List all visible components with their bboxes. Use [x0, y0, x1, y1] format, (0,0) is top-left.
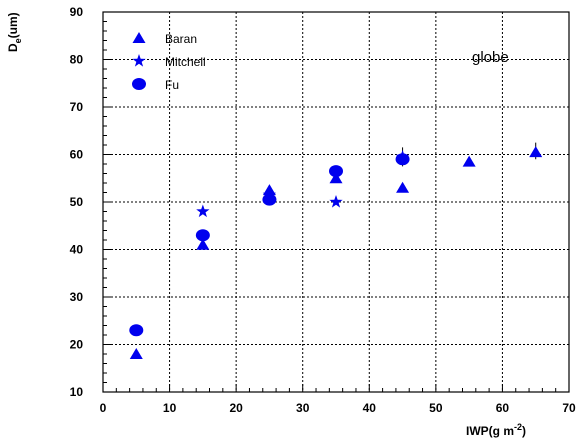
baran-point: [129, 348, 143, 359]
y-tick-label: 50: [70, 195, 84, 209]
legend-mitchell-marker: [132, 54, 146, 67]
fu-point: [129, 324, 144, 337]
data-points: [129, 146, 543, 359]
x-tick-label: 70: [562, 401, 576, 415]
baran-point: [462, 155, 476, 167]
x-tick-label: 0: [100, 401, 107, 415]
grid-lines: [103, 12, 569, 392]
y-tick-label: 10: [70, 385, 84, 399]
mitchell-point: [329, 195, 343, 208]
x-tick-label: 40: [363, 401, 377, 415]
x-tick-labels: 0 10 20 30 40 50 60 70: [100, 401, 576, 415]
x-tick-label: 50: [429, 401, 443, 415]
annotation-globe: globe: [472, 49, 509, 66]
fu-point: [262, 193, 277, 206]
y-tick-label: 20: [70, 338, 84, 352]
x-tick-label: 30: [296, 401, 310, 415]
y-tick-label: 40: [70, 243, 84, 257]
y-tick-label: 80: [70, 53, 84, 67]
x-tick-label: 20: [229, 401, 243, 415]
fu-point: [195, 229, 210, 242]
legend-baran-label: Baran: [165, 32, 197, 46]
legend-fu-marker: [132, 78, 146, 90]
y-tick-label: 90: [70, 5, 84, 19]
baran-point: [329, 172, 343, 184]
y-axis-title: De(um): [6, 12, 23, 52]
baran-point: [529, 146, 543, 158]
y-tick-label: 30: [70, 290, 84, 304]
baran-point: [196, 238, 210, 250]
fu-point: [395, 153, 410, 166]
legend-fu-label: Fu: [165, 78, 179, 92]
x-tick-label: 10: [163, 401, 177, 415]
legend-mitchell-label: Mitchell: [165, 55, 206, 69]
y-tick-label: 70: [70, 100, 84, 114]
fu-point: [329, 165, 343, 178]
x-tick-label: 60: [496, 401, 510, 415]
legend-baran-marker: [132, 32, 146, 43]
legend: Baran Mitchell Fu: [132, 32, 206, 92]
mitchell-point: [196, 204, 210, 218]
y-tick-labels: 10 20 30 40 50 60 70 80 90: [70, 5, 84, 399]
x-axis-title: IWP(g m-2): [466, 422, 526, 438]
y-tick-label: 60: [70, 148, 84, 162]
axis-ticks: [102, 11, 570, 393]
baran-point: [396, 181, 410, 193]
